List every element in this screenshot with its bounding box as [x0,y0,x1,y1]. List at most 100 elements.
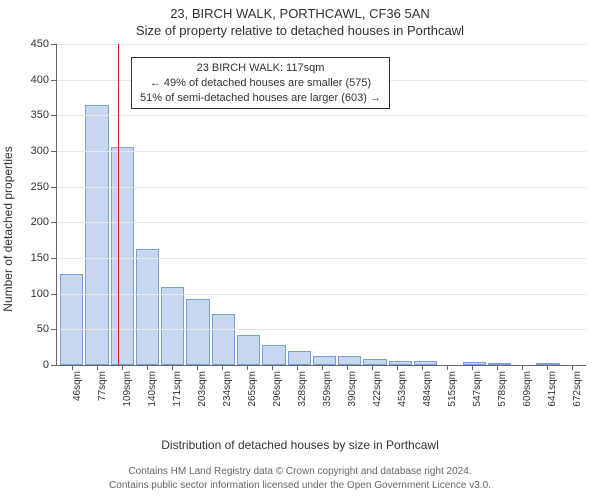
footer-line2: Contains public sector information licen… [0,480,600,491]
x-tick-label: 515sqm [447,371,458,407]
x-tick-label: 328sqm [297,371,308,407]
gridline [57,258,586,259]
x-tick-cell: 547sqm [459,365,484,415]
footer-line1: Contains HM Land Registry data © Crown c… [0,466,600,477]
x-tick-mark [472,365,473,370]
bar [237,335,260,365]
x-tick-cell: 77sqm [84,365,109,415]
y-tick-label: 200 [31,216,49,228]
x-tick-cell: 234sqm [209,365,234,415]
x-tick-mark [322,365,323,370]
x-tick-mark [172,365,173,370]
bar [262,345,285,365]
x-tick-label: 234sqm [222,371,233,407]
x-tick-mark [447,365,448,370]
y-tick [51,365,57,366]
x-tick-cell: 578sqm [484,365,509,415]
bar [186,299,209,365]
x-tick-label: 203sqm [197,371,208,407]
y-tick-label: 50 [37,323,49,335]
x-tick-label: 296sqm [272,371,283,407]
x-tick-cell: 359sqm [309,365,334,415]
x-tick-mark [572,365,573,370]
y-tick-label: 250 [31,181,49,193]
x-tick-cell: 484sqm [409,365,434,415]
y-tick-label: 150 [31,252,49,264]
x-tick-cell: 171sqm [159,365,184,415]
x-tick-label: 390sqm [347,371,358,407]
x-tick-cell: 109sqm [109,365,134,415]
x-tick-label: 359sqm [322,371,333,407]
x-tick-label: 641sqm [547,371,558,407]
x-tick-cell: 609sqm [509,365,534,415]
y-tick [51,329,57,330]
x-tick-cell: 140sqm [134,365,159,415]
x-tick-label: 171sqm [172,371,183,407]
plot-region: 23 BIRCH WALK: 117sqm ← 49% of detached … [56,44,586,366]
x-axis-label: Distribution of detached houses by size … [0,438,600,452]
y-axis-label: Number of detached properties [1,146,15,311]
y-tick-label: 100 [31,288,49,300]
annotation-line3: 51% of semi-detached houses are larger (… [140,91,381,106]
x-tick-cell: 328sqm [284,365,309,415]
x-tick-mark [247,365,248,370]
x-tick-cell: 265sqm [234,365,259,415]
x-tick-mark [397,365,398,370]
x-tick-mark [297,365,298,370]
x-ticks: 46sqm 77sqm109sqm 140sqm 171sqm 203sqm 234sqm… [57,365,586,415]
bar [288,351,311,365]
x-tick-mark [222,365,223,370]
annotation-line2: ← 49% of detached houses are smaller (57… [140,76,381,91]
x-tick-label: 578sqm [497,371,508,407]
gridline [57,115,586,116]
x-tick-label: 609sqm [522,371,533,407]
bar [161,287,184,365]
x-tick-label: 265sqm [247,371,258,407]
x-tick-mark [547,365,548,370]
x-tick-label: 77sqm [97,371,108,401]
x-tick-mark [497,365,498,370]
y-tick [51,115,57,116]
x-tick-mark [272,365,273,370]
y-tick [51,294,57,295]
x-tick-label: 46sqm [72,371,83,401]
bar [338,356,361,365]
y-tick-label: 450 [31,38,49,50]
x-tick-mark [347,365,348,370]
x-tick-label: 140sqm [147,371,158,407]
bar [111,147,134,365]
y-tick [51,222,57,223]
x-tick-mark [372,365,373,370]
x-tick-label: 453sqm [397,371,408,407]
y-tick-label: 300 [31,145,49,157]
x-tick-cell: 641sqm [534,365,559,415]
x-tick-cell: 390sqm [334,365,359,415]
gridline [57,294,586,295]
title-sub: Size of property relative to detached ho… [0,21,600,38]
x-tick-mark [122,365,123,370]
x-tick-mark [147,365,148,370]
gridline [57,222,586,223]
x-tick-mark [197,365,198,370]
x-tick-cell: 296sqm [259,365,284,415]
y-tick [51,187,57,188]
y-tick-label: 350 [31,109,49,121]
x-tick-label: 422sqm [372,371,383,407]
x-tick-cell: 515sqm [434,365,459,415]
gridline [57,187,586,188]
y-tick [51,258,57,259]
x-tick-cell: 453sqm [384,365,409,415]
x-tick-cell: 672sqm [559,365,584,415]
bar [85,105,108,365]
x-tick-cell: 46sqm [59,365,84,415]
title-main: 23, BIRCH WALK, PORTHCAWL, CF36 5AN [0,0,600,21]
x-tick-mark [72,365,73,370]
bar [60,274,83,365]
x-tick-label: 672sqm [572,371,583,407]
annotation-line1: 23 BIRCH WALK: 117sqm [140,61,381,76]
x-tick-mark [422,365,423,370]
y-tick [51,80,57,81]
chart-area: Number of detached properties 23 BIRCH W… [0,40,600,418]
x-tick-label: 484sqm [422,371,433,407]
y-tick [51,44,57,45]
